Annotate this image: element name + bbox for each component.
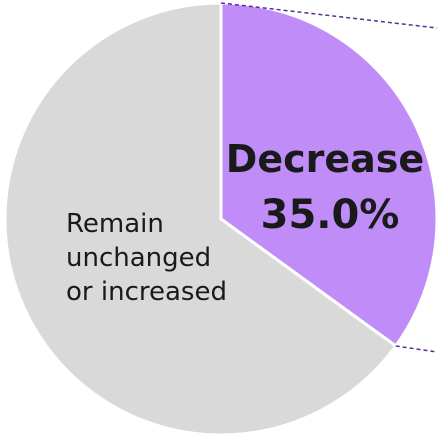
pie-slice-0: [219, 1, 437, 349]
connector-lines: [220, 2, 437, 353]
slice-label-remain-line-3: or increased: [66, 277, 227, 307]
pie-slice-1: [3, 1, 398, 436]
slice-label-remain-line-2: unchanged: [66, 243, 211, 273]
slice-label-decrease: Decrease: [226, 137, 424, 181]
connector-line-0: [220, 2, 437, 29]
connector-line-1: [395, 345, 437, 353]
pie-slices: [3, 1, 437, 436]
slice-value-decrease: 35.0%: [261, 192, 400, 238]
slice-label-remain-line-1: Remain: [66, 209, 164, 239]
